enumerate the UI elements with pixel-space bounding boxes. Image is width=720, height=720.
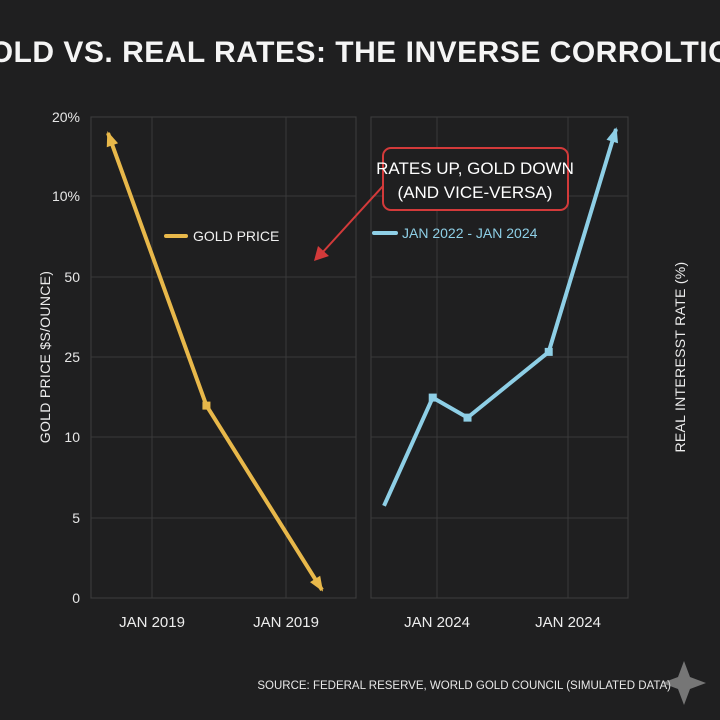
sparkle-icon — [662, 661, 706, 705]
rates-series-point — [463, 413, 472, 422]
annotation-arrow-head — [314, 246, 329, 261]
gold-start-arrow — [106, 131, 119, 148]
rates-series-point — [428, 393, 437, 402]
gold-series-line — [106, 132, 324, 592]
source-note: SOURCE: FEDERAL RESERVE, WORLD GOLD COUN… — [257, 680, 671, 692]
annotation-line-2: (AND VICE-VERSA) — [398, 183, 553, 202]
gold-legend-label: GOLD PRICE — [193, 228, 279, 244]
gold-panel-grid — [91, 117, 356, 598]
gold-end-arrow — [310, 575, 324, 592]
y-tick-label: 20% — [52, 109, 80, 125]
gold-x-tick-label: JAN 2019 — [253, 614, 319, 631]
y-tick-label: 50 — [64, 269, 80, 285]
y-tick-label: 10% — [52, 188, 80, 204]
gold-y-tick-labels: 0 5 10 25 50 10% 20% — [52, 109, 80, 606]
y-tick-label: 5 — [72, 510, 80, 526]
chart-title: GOLD VS. REAL RATES: THE INVERSE CORROLT… — [0, 36, 720, 69]
y-tick-label: 10 — [64, 429, 80, 445]
rates-x-tick-label: JAN 2024 — [404, 614, 470, 631]
rates-series-point — [544, 347, 553, 356]
rates-series — [382, 127, 618, 507]
gold-series — [106, 131, 324, 592]
rates-legend: JAN 2022 - JAN 2024 — [372, 225, 538, 241]
annotation-arrow-line — [321, 185, 384, 254]
rates-end-arrow — [606, 127, 618, 144]
y-tick-label: 25 — [64, 349, 80, 365]
y-tick-label: 0 — [72, 590, 80, 606]
annotation: RATES UP, GOLD DOWN (AND VICE-VERSA) — [314, 147, 574, 261]
gold-series-point — [202, 401, 211, 410]
gold-y-axis-label: GOLD PRICE $S/OUNCE) — [37, 271, 53, 443]
rates-y-axis-label: REAL INTERESST RATE (%) — [672, 261, 688, 452]
gold-legend: GOLD PRICE — [164, 228, 279, 244]
gold-x-tick-label: JAN 2019 — [119, 614, 185, 631]
rates-legend-label: JAN 2022 - JAN 2024 — [402, 225, 538, 241]
rates-x-tick-label: JAN 2024 — [535, 614, 601, 631]
annotation-line-1: RATES UP, GOLD DOWN — [376, 159, 574, 178]
annotation-box — [382, 147, 569, 211]
